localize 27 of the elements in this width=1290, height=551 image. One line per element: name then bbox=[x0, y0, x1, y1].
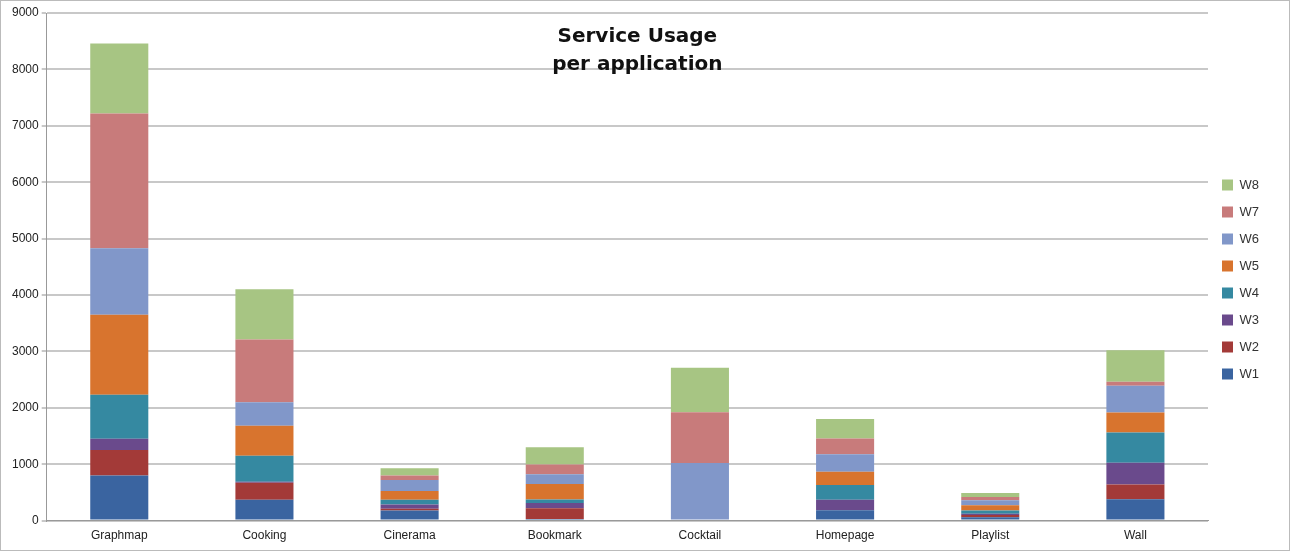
y-tick-label: 4000 bbox=[11, 287, 40, 302]
y-tick-label: 7000 bbox=[11, 118, 40, 133]
y-tick-label: 3000 bbox=[11, 343, 40, 358]
legend-label: W3 bbox=[1239, 311, 1259, 327]
y-tick-label: 9000 bbox=[11, 5, 40, 20]
x-tick-label: Cinerama bbox=[383, 528, 436, 543]
legend-label: W5 bbox=[1239, 257, 1259, 273]
x-tick-label: Bookmark bbox=[527, 528, 583, 543]
x-tick-label: Cooking bbox=[242, 528, 287, 543]
y-tick-label: 0 bbox=[32, 512, 40, 527]
legend-label: W7 bbox=[1239, 203, 1259, 219]
legend-label: W6 bbox=[1239, 230, 1259, 246]
x-tick-label: Graphmap bbox=[90, 528, 148, 543]
x-tick-label: Cocktail bbox=[678, 528, 722, 543]
legend-label: W4 bbox=[1239, 284, 1259, 300]
legend-label: W1 bbox=[1239, 365, 1259, 381]
y-tick-label: 8000 bbox=[11, 61, 40, 76]
text: Service Usage per application bbox=[552, 23, 723, 76]
legend-label: W8 bbox=[1239, 176, 1259, 192]
x-tick-label: Wall bbox=[1123, 528, 1147, 543]
y-tick-label: 1000 bbox=[11, 456, 40, 471]
x-tick-label: Playlist bbox=[971, 528, 1010, 543]
legend-label: W2 bbox=[1239, 338, 1259, 354]
y-tick-label: 6000 bbox=[11, 174, 40, 189]
y-tick-label: 2000 bbox=[11, 400, 40, 415]
x-tick-label: Homepage bbox=[815, 528, 875, 543]
y-tick-label: 5000 bbox=[11, 230, 40, 245]
